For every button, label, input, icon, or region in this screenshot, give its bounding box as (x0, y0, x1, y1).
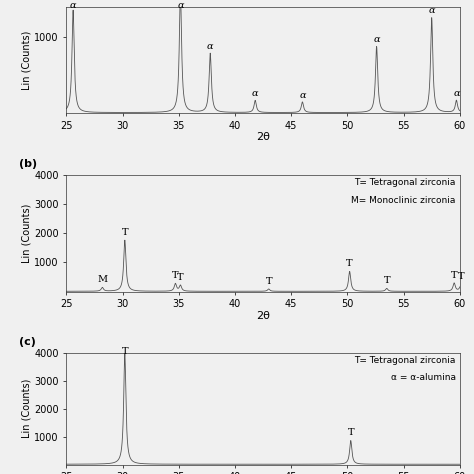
Text: T= Tetragonal zirconia: T= Tetragonal zirconia (355, 356, 456, 365)
Text: T: T (451, 271, 457, 280)
Text: α: α (374, 35, 380, 44)
Text: M: M (97, 275, 108, 284)
Text: α: α (453, 89, 460, 98)
Text: T: T (172, 272, 179, 281)
Text: (b): (b) (19, 159, 37, 169)
X-axis label: 2θ: 2θ (256, 310, 270, 320)
Text: α: α (70, 1, 76, 10)
Text: α: α (177, 1, 184, 10)
Text: T: T (347, 428, 354, 438)
Text: T: T (457, 273, 464, 282)
X-axis label: 2θ: 2θ (256, 132, 270, 142)
Y-axis label: Lin (Counts): Lin (Counts) (21, 30, 31, 90)
Text: α: α (207, 42, 214, 51)
Text: T: T (265, 277, 272, 286)
Text: T: T (121, 347, 128, 356)
Text: α = α-alumina: α = α-alumina (391, 373, 456, 382)
Text: α: α (252, 89, 258, 98)
Text: α: α (428, 6, 435, 15)
Text: (c): (c) (19, 337, 36, 347)
Text: T= Tetragonal zirconia: T= Tetragonal zirconia (355, 178, 456, 187)
Text: T: T (177, 273, 184, 282)
Text: T: T (121, 228, 128, 237)
Text: α: α (299, 91, 306, 100)
Y-axis label: Lin (Counts): Lin (Counts) (21, 203, 31, 263)
Text: T: T (346, 259, 353, 268)
Y-axis label: Lin (Counts): Lin (Counts) (21, 379, 31, 438)
Text: T: T (383, 276, 390, 285)
Text: M= Monoclinic zirconia: M= Monoclinic zirconia (351, 196, 456, 205)
